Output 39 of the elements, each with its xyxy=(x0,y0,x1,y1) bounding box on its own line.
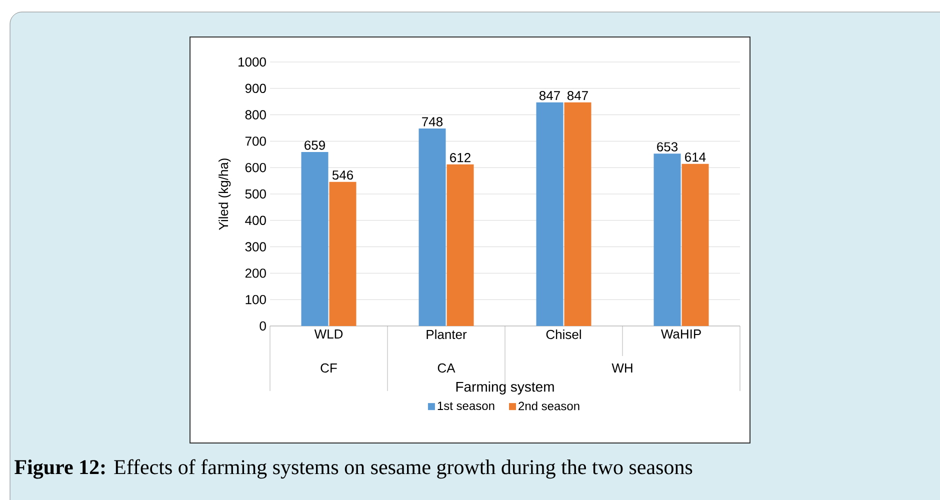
bar xyxy=(654,154,681,326)
y-tick-label: 200 xyxy=(245,268,266,278)
y-tick-label: 0 xyxy=(260,321,266,331)
data-label: 847 xyxy=(567,90,588,100)
y-tick-label: 900 xyxy=(245,84,266,93)
bar xyxy=(682,164,709,326)
x-tick-label: Planter xyxy=(426,330,467,340)
bar xyxy=(536,102,564,326)
y-tick-label: 1000 xyxy=(238,57,266,67)
x-tick-label: Chisel xyxy=(546,330,581,340)
data-label: 546 xyxy=(332,170,354,180)
bar xyxy=(301,152,328,326)
y-tick-label: 400 xyxy=(245,216,266,225)
text: CF xyxy=(320,363,337,373)
legend-label: 1st season xyxy=(438,402,494,410)
y-tick-label: 300 xyxy=(245,242,266,252)
data-label: 612 xyxy=(450,153,470,162)
data-label: 748 xyxy=(422,117,443,126)
legend-label: 2nd season xyxy=(518,401,580,410)
data-label: 847 xyxy=(539,90,560,100)
text: WH xyxy=(612,364,632,372)
y-tick-label: 700 xyxy=(245,136,266,146)
bar xyxy=(564,102,592,326)
text: Figure 12: Effects of farming systems on sesame growth during the two seasons xyxy=(14,459,692,479)
x-axis-title: Farming system xyxy=(456,381,554,395)
data-label: 659 xyxy=(304,140,325,150)
y-tick-label: 500 xyxy=(245,189,266,199)
text: CA xyxy=(438,363,456,373)
data-label: 653 xyxy=(657,142,678,152)
y-tick-label: 600 xyxy=(245,162,266,172)
y-tick-label: 800 xyxy=(245,110,266,120)
x-tick-label: WaHIP xyxy=(660,330,701,339)
bar xyxy=(329,182,356,326)
bar xyxy=(446,164,474,326)
y-tick-label: 100 xyxy=(246,294,266,304)
bar xyxy=(418,128,446,326)
data-label: 614 xyxy=(685,152,706,162)
x-tick-label: WLD xyxy=(314,330,343,338)
y-axis-title: Yiled (kg/ha) xyxy=(218,158,231,230)
